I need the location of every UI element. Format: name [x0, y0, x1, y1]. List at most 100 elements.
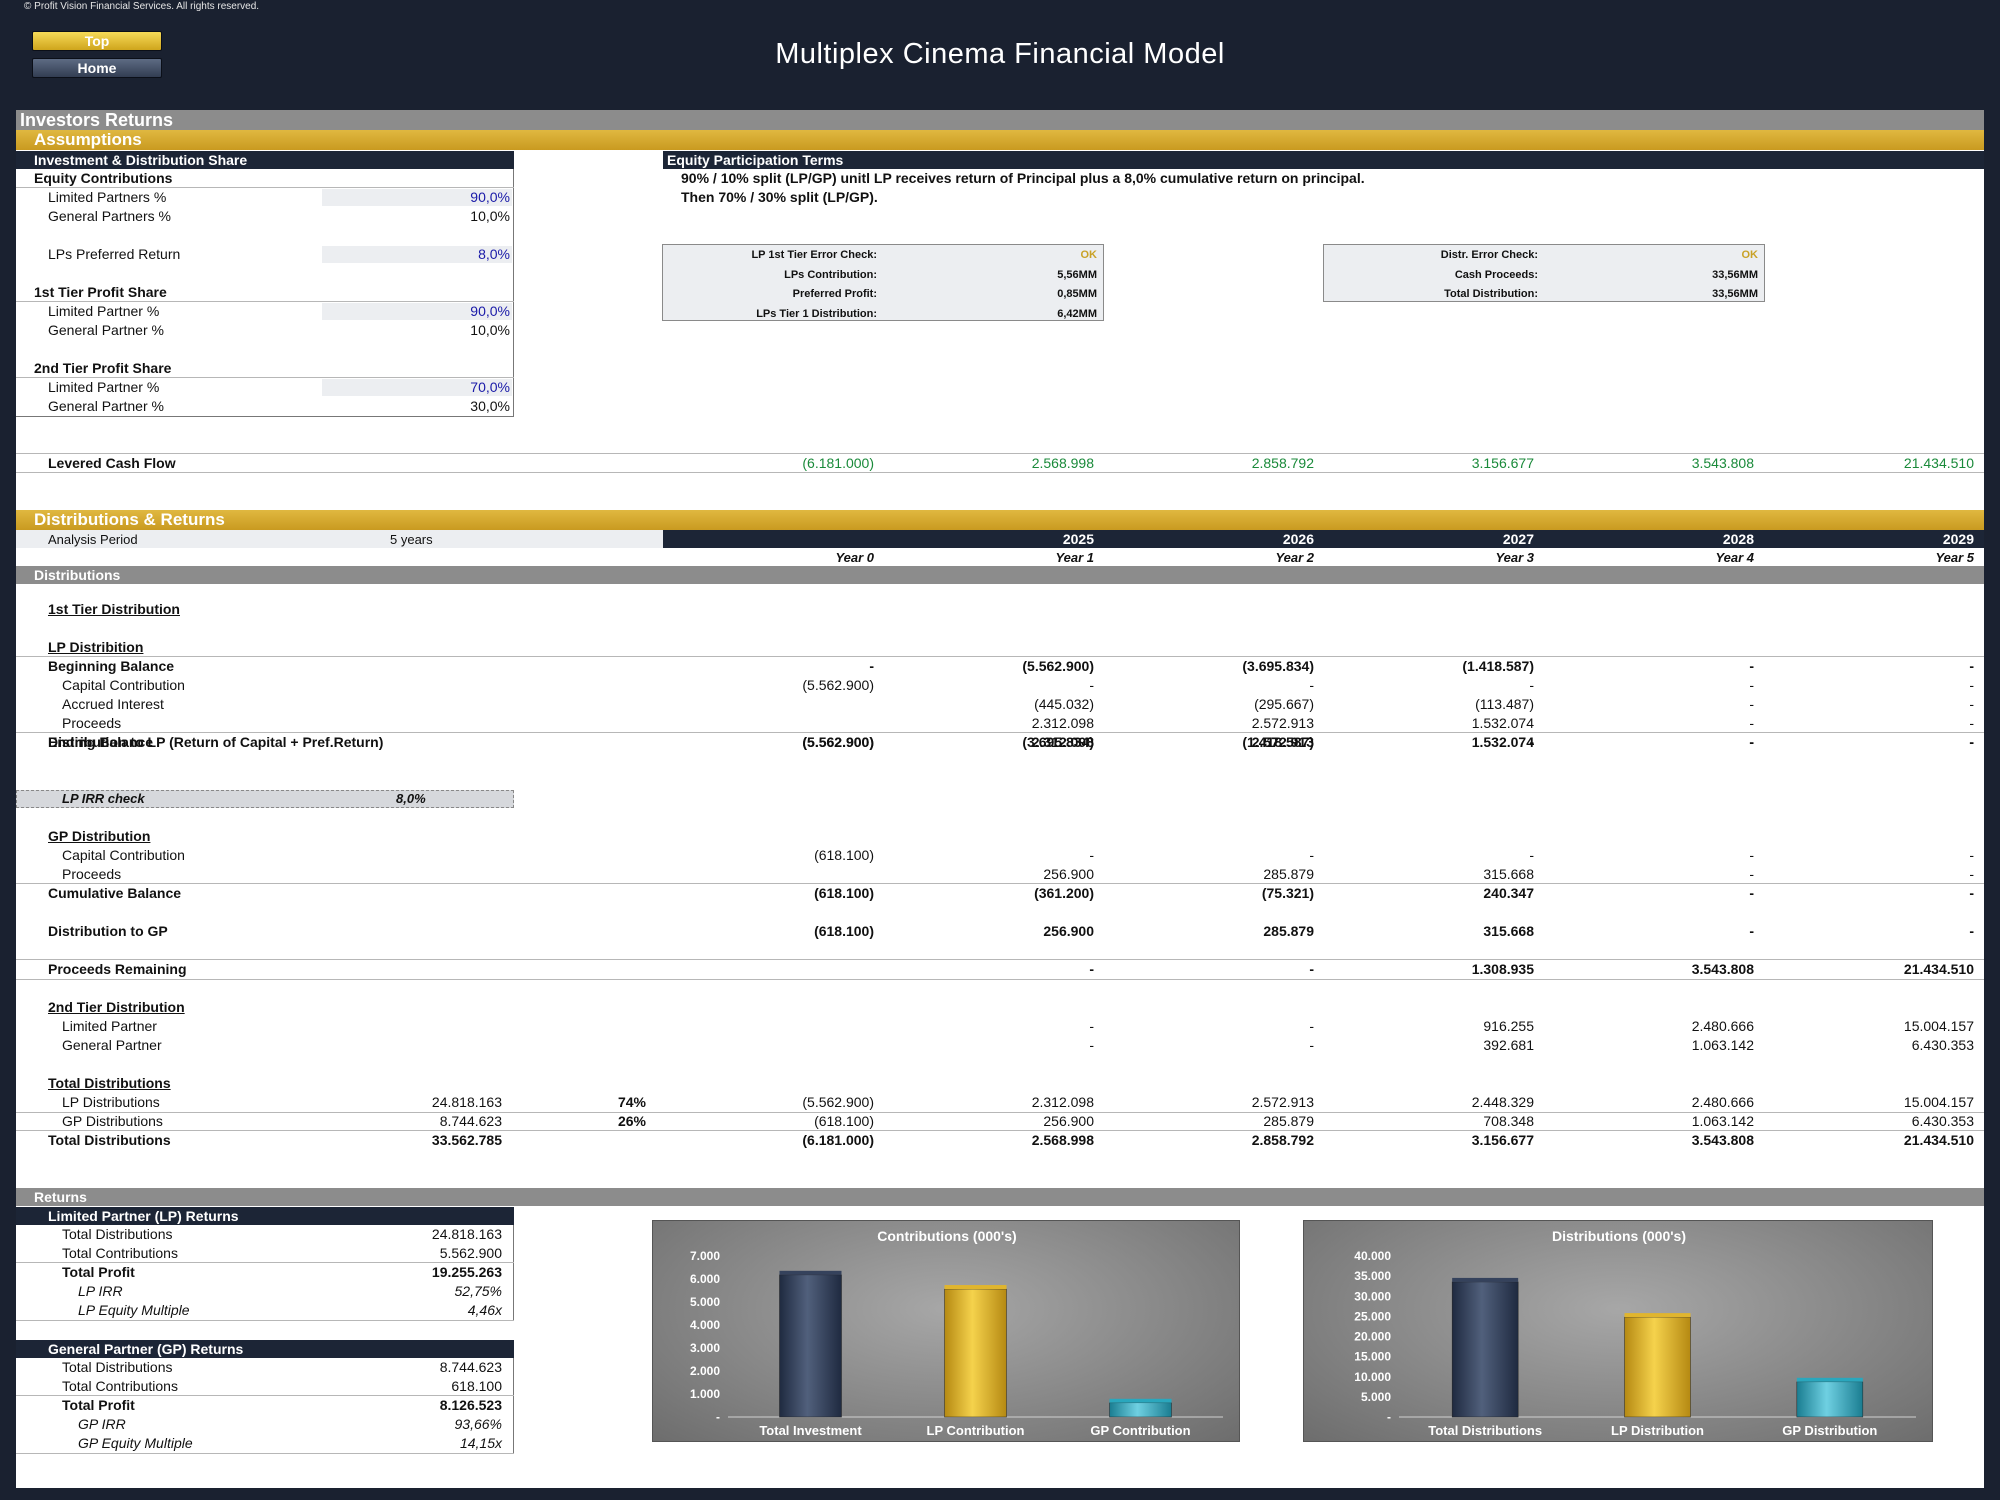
tier1-dist-title: 1st Tier Distribution — [48, 601, 180, 617]
returns-table-header: General Partner (GP) Returns — [16, 1340, 514, 1358]
dist-to-gp-value: 285.879 — [1263, 923, 1314, 939]
home-button[interactable]: Home — [32, 58, 162, 78]
contributions-chart-svg: Contributions (000's) - 1.000 2.000 3.000 4.0… — [690, 1228, 1223, 1438]
analysis-period-label: Analysis Period — [48, 532, 138, 547]
row-value: (445.032) — [1034, 696, 1094, 712]
row-value: - — [1969, 677, 1974, 693]
dist-to-lp-value: 2.572.913 — [1251, 734, 1314, 750]
row-label: General Partner — [62, 1037, 162, 1053]
check-value: 5,56MM — [1057, 268, 1097, 281]
pref-return-input[interactable]: 8,0% — [478, 246, 510, 262]
returns-table-header: Limited Partner (LP) Returns — [16, 1207, 514, 1225]
year-header-bar — [663, 530, 1984, 548]
total-row-value: 2.480.666 — [1691, 1094, 1754, 1110]
row-value: (5.562.900) — [1022, 658, 1094, 674]
returns-value: 8.744.623 — [439, 1359, 502, 1375]
row-value: 285.879 — [1263, 866, 1314, 882]
t1-lp-label: Limited Partner % — [48, 303, 160, 319]
analysis-period-value: 5 years — [390, 532, 433, 547]
row-label: Capital Contribution — [62, 677, 185, 693]
year-index: Year 0 — [835, 550, 874, 565]
bar-top — [779, 1270, 842, 1275]
row-value: - — [1309, 1037, 1314, 1053]
y-tick-label: 4.000 — [690, 1318, 720, 1332]
bar — [1451, 1281, 1519, 1418]
proceeds-remaining-value: 21.434.510 — [1903, 961, 1974, 977]
row-value: 1.532.074 — [1471, 715, 1534, 731]
lp-pct-input[interactable]: 90,0% — [470, 189, 510, 205]
t2-lp-input[interactable]: 70,0% — [470, 379, 510, 395]
total-row-value: 2.568.998 — [1031, 1132, 1094, 1148]
gp-dist-title: GP Distribution — [48, 828, 151, 844]
row-value: - — [1969, 847, 1974, 863]
category-label: Total Investment — [759, 1423, 862, 1438]
y-tick-label: 10.000 — [1354, 1370, 1391, 1384]
row-value: - — [1529, 847, 1534, 863]
returns-value: 5.562.900 — [439, 1245, 502, 1261]
levered-cf-value: 21.434.510 — [1903, 455, 1974, 471]
total-dist-title: Total Distributions — [48, 1075, 171, 1091]
y-tick-label: 40.000 — [1354, 1249, 1391, 1263]
row-value: - — [1309, 1018, 1314, 1034]
check-label: Preferred Profit: — [792, 288, 877, 300]
check-label: Distr. Error Check: — [1440, 249, 1538, 261]
tier2-share-label: 2nd Tier Profit Share — [34, 360, 172, 376]
row-value: - — [1969, 885, 1974, 901]
row-label: Capital Contribution — [62, 847, 185, 863]
dist-to-lp-value: 1.532.074 — [1471, 734, 1534, 750]
total-row-value: 256.900 — [1043, 1113, 1094, 1129]
y-tick-label: 2.000 — [690, 1364, 720, 1378]
row-value: 15.004.157 — [1903, 1018, 1974, 1034]
levered-cf-value: (6.181.000) — [802, 455, 874, 471]
distributions-chart: Distributions (000's) - 5.000 10.000 15.000 2… — [1303, 1220, 1933, 1442]
row-value: (3.695.834) — [1242, 658, 1314, 674]
row-value: (5.562.900) — [802, 734, 874, 750]
investment-share-header: Investment & Distribution Share — [16, 151, 514, 169]
category-label: GP Distribution — [1782, 1423, 1877, 1438]
bar — [1624, 1316, 1691, 1418]
row-value: - — [1089, 847, 1094, 863]
year-header: 2026 — [1282, 531, 1314, 547]
divider — [16, 472, 1984, 473]
equity-contributions-label: Equity Contributions — [34, 170, 173, 186]
equity-terms-header: Equity Participation Terms — [663, 151, 1984, 169]
lp-dist-title: LP Distribition — [48, 639, 144, 655]
dist-to-gp-value: - — [1969, 923, 1974, 939]
row-value: - — [1749, 677, 1754, 693]
dist-to-lp-value: - — [1969, 734, 1974, 750]
row-value: - — [1749, 696, 1754, 712]
t1-lp-input[interactable]: 90,0% — [470, 303, 510, 319]
levered-cf-value: 3.543.808 — [1691, 455, 1754, 471]
check-value: 33,56MM — [1712, 268, 1758, 281]
proceeds-remaining-value: 1.308.935 — [1471, 961, 1534, 977]
contributions-chart: Contributions (000's) - 1.000 2.000 3.000 4.0… — [652, 1220, 1240, 1442]
divider — [16, 1320, 514, 1321]
copyright-text: © Profit Vision Financial Services. All … — [24, 1, 260, 12]
total-row-value: 708.348 — [1483, 1113, 1534, 1129]
row-value: - — [1749, 658, 1754, 674]
row-value: - — [1309, 677, 1314, 693]
returns-value: 8.126.523 — [439, 1397, 502, 1413]
row-value: - — [1749, 885, 1754, 901]
total-row-value: 3.156.677 — [1471, 1132, 1534, 1148]
page-title: Multiplex Cinema Financial Model — [775, 38, 1225, 70]
row-value: - — [1529, 734, 1534, 750]
year-header: 2029 — [1942, 531, 1974, 547]
row-value: (75.321) — [1261, 885, 1314, 901]
check-value: 33,56MM — [1712, 288, 1758, 300]
dist-to-gp-value: - — [1749, 923, 1754, 939]
row-label: Proceeds — [62, 866, 122, 882]
divider — [16, 1130, 1984, 1131]
total-row-pct: 74% — [617, 1094, 646, 1110]
row-value: 240.347 — [1483, 885, 1534, 901]
top-button[interactable]: Top — [32, 31, 162, 51]
bar — [944, 1288, 1007, 1418]
row-label: Limited Partner — [62, 1018, 157, 1034]
lp-irr-check-value: 8,0% — [396, 791, 426, 806]
divider — [16, 979, 1984, 980]
lp-pct-label: Limited Partners % — [48, 189, 167, 205]
dist-to-lp-value: 2.312.098 — [1031, 734, 1094, 750]
total-row-value: (6.181.000) — [802, 1132, 874, 1148]
bar-top — [1452, 1277, 1519, 1282]
row-value: 392.681 — [1483, 1037, 1534, 1053]
